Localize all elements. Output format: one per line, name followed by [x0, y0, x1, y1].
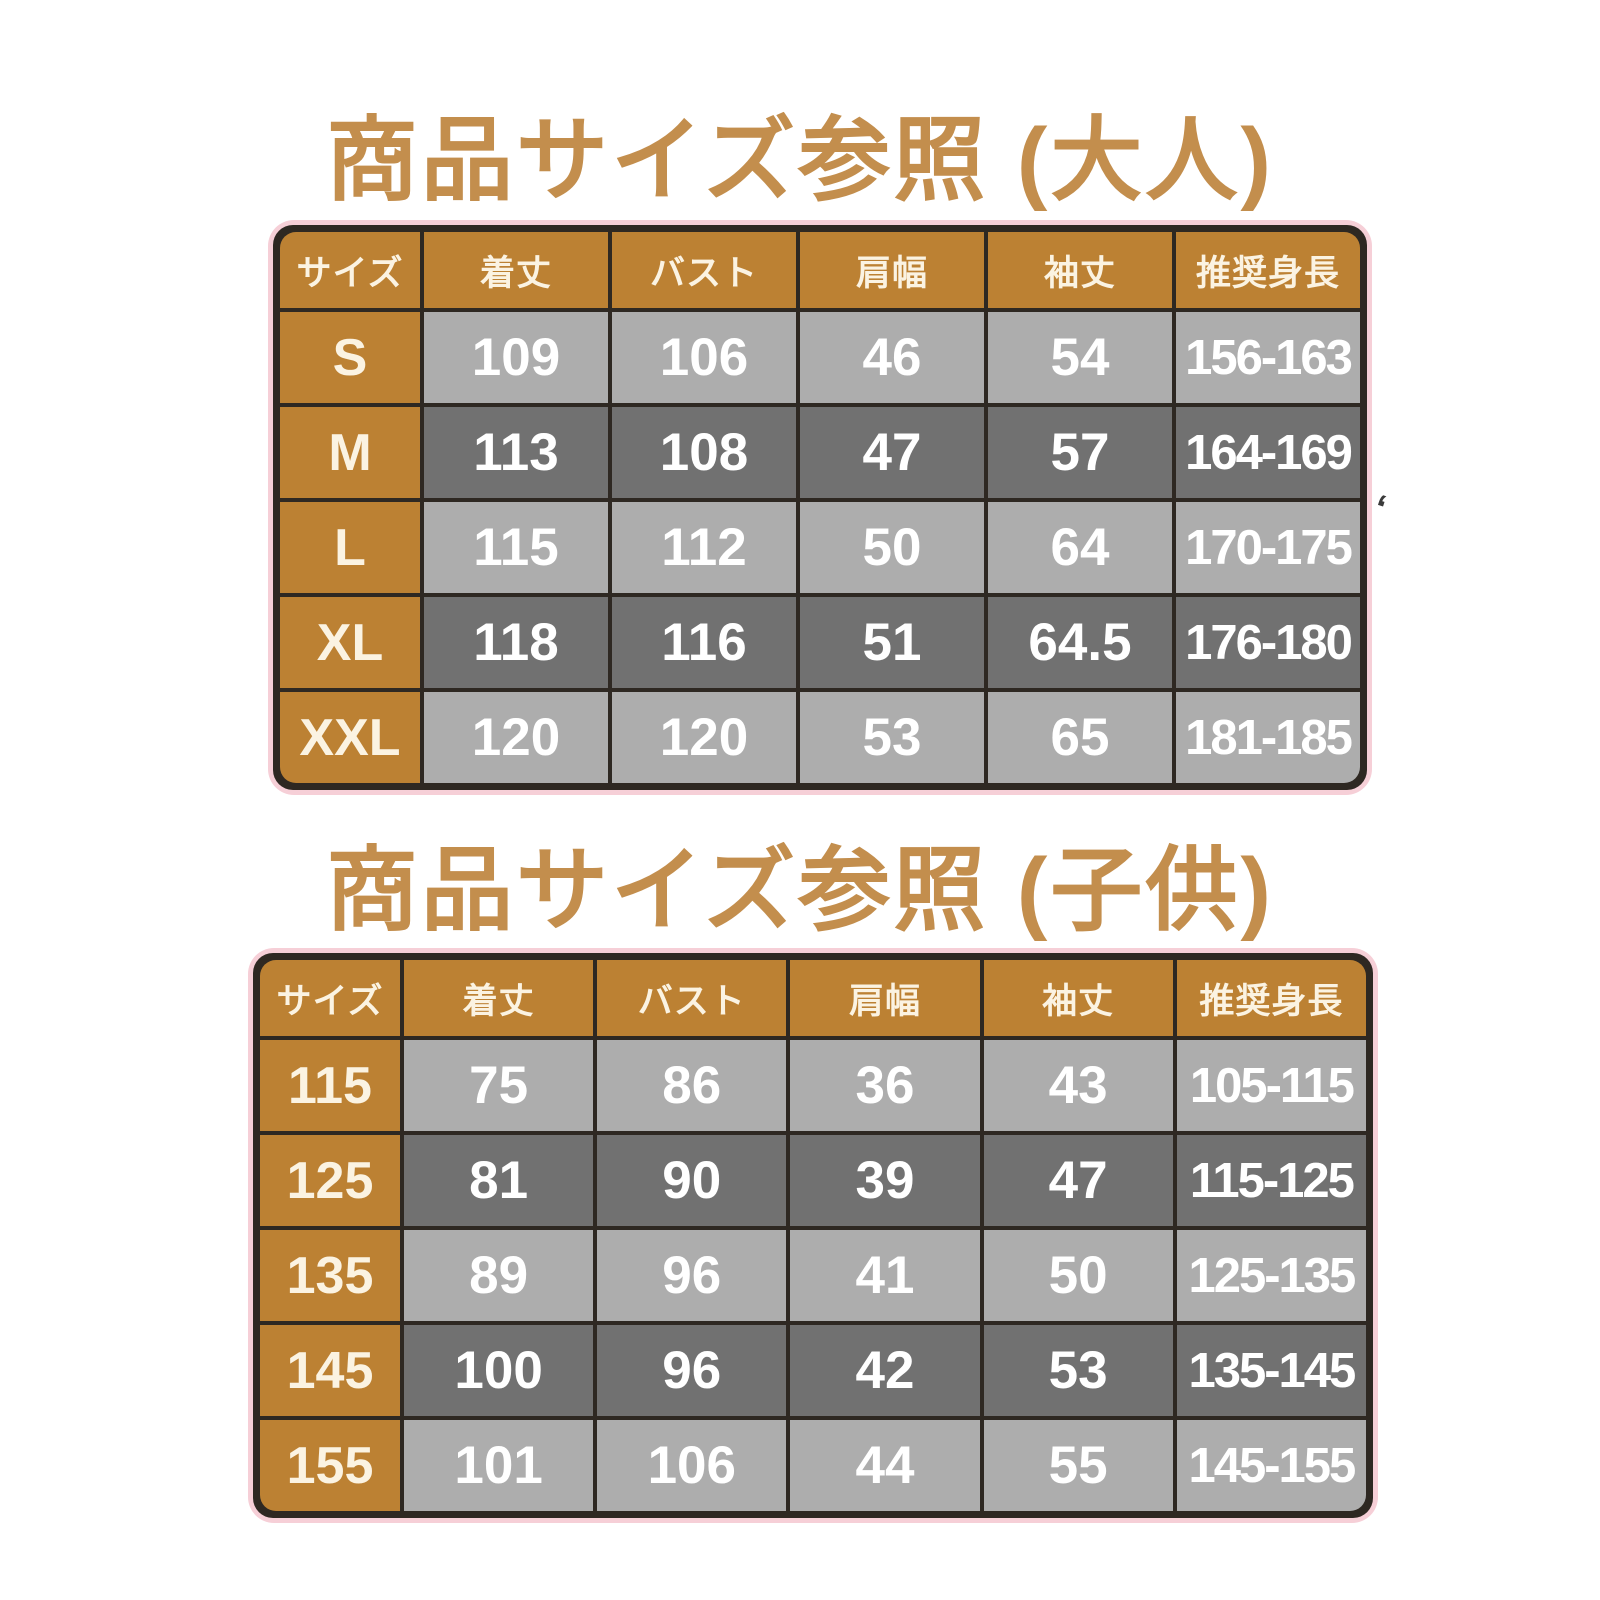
- value-cell: 41: [790, 1230, 980, 1321]
- value-cell: 43: [983, 1040, 1173, 1131]
- value-cell: 108: [612, 407, 796, 498]
- column-header-length: 着丈: [404, 960, 594, 1036]
- column-header-length: 着丈: [424, 232, 608, 308]
- size-label-cell: 115: [260, 1040, 400, 1131]
- value-cell: 115-125: [1176, 1135, 1366, 1226]
- value-cell: 53: [983, 1325, 1173, 1416]
- value-cell: 113: [424, 407, 608, 498]
- value-cell: 90: [597, 1135, 787, 1226]
- column-header-sleeve: 袖丈: [983, 960, 1173, 1036]
- value-cell: 64: [988, 502, 1172, 593]
- size-label-cell: XXL: [280, 692, 420, 783]
- value-cell: 96: [597, 1325, 787, 1416]
- value-cell: 55: [983, 1420, 1173, 1511]
- value-cell: 44: [790, 1420, 980, 1511]
- value-cell: 106: [612, 312, 796, 403]
- table-row: 115 75 86 36 43 105-115: [260, 1040, 1366, 1131]
- value-cell: 156-163: [1176, 312, 1360, 403]
- table-row: 145 100 96 42 53 135-145: [260, 1325, 1366, 1416]
- size-label-cell: S: [280, 312, 420, 403]
- size-label-cell: L: [280, 502, 420, 593]
- value-cell: 57: [988, 407, 1172, 498]
- size-label-cell: 155: [260, 1420, 400, 1511]
- size-label-cell: 145: [260, 1325, 400, 1416]
- size-label-cell: XL: [280, 597, 420, 688]
- value-cell: 47: [983, 1135, 1173, 1226]
- value-cell: 164-169: [1176, 407, 1360, 498]
- column-header-shoulder: 肩幅: [800, 232, 984, 308]
- value-cell: 81: [404, 1135, 594, 1226]
- value-cell: 46: [800, 312, 984, 403]
- size-label-cell: M: [280, 407, 420, 498]
- table-row: 125 81 90 39 47 115-125: [260, 1135, 1366, 1226]
- column-header-bust: バスト: [612, 232, 796, 308]
- column-header-size: サイズ: [260, 960, 400, 1036]
- value-cell: 39: [790, 1135, 980, 1226]
- adult-size-table: サイズ 着丈 バスト 肩幅 袖丈 推奨身長 S 109 106 46 54 15…: [276, 228, 1364, 787]
- table-row: S 109 106 46 54 156-163: [280, 312, 1360, 403]
- child-size-table-border: サイズ 着丈 バスト 肩幅 袖丈 推奨身長 115 75 86 36 43 10…: [253, 953, 1373, 1518]
- adult-size-chart-title: 商品サイズ参照 (大人): [325, 110, 1275, 212]
- child-size-table: サイズ 着丈 バスト 肩幅 袖丈 推奨身長 115 75 86 36 43 10…: [256, 956, 1370, 1515]
- value-cell: 135-145: [1176, 1325, 1366, 1416]
- table-row: 135 89 96 41 50 125-135: [260, 1230, 1366, 1321]
- header-row: サイズ 着丈 バスト 肩幅 袖丈 推奨身長: [280, 232, 1360, 308]
- column-header-sleeve: 袖丈: [988, 232, 1172, 308]
- value-cell: 51: [800, 597, 984, 688]
- header-row: サイズ 着丈 バスト 肩幅 袖丈 推奨身長: [260, 960, 1366, 1036]
- value-cell: 36: [790, 1040, 980, 1131]
- adult-size-table-border: サイズ 着丈 バスト 肩幅 袖丈 推奨身長 S 109 106 46 54 15…: [273, 225, 1367, 790]
- value-cell: 101: [404, 1420, 594, 1511]
- value-cell: 96: [597, 1230, 787, 1321]
- value-cell: 64.5: [988, 597, 1172, 688]
- value-cell: 50: [983, 1230, 1173, 1321]
- value-cell: 89: [404, 1230, 594, 1321]
- table-row: XXL 120 120 53 65 181-185: [280, 692, 1360, 783]
- value-cell: 120: [612, 692, 796, 783]
- value-cell: 112: [612, 502, 796, 593]
- value-cell: 42: [790, 1325, 980, 1416]
- table-row: M 113 108 47 57 164-169: [280, 407, 1360, 498]
- value-cell: 53: [800, 692, 984, 783]
- column-header-size: サイズ: [280, 232, 420, 308]
- child-size-chart-title: 商品サイズ参照 (子供): [325, 840, 1275, 942]
- size-label-cell: 125: [260, 1135, 400, 1226]
- adult-size-table-frame: サイズ 着丈 バスト 肩幅 袖丈 推奨身長 S 109 106 46 54 15…: [268, 220, 1372, 795]
- value-cell: 125-135: [1176, 1230, 1366, 1321]
- value-cell: 105-115: [1176, 1040, 1366, 1131]
- value-cell: 118: [424, 597, 608, 688]
- column-header-bust: バスト: [597, 960, 787, 1036]
- column-header-shoulder: 肩幅: [790, 960, 980, 1036]
- value-cell: 176-180: [1176, 597, 1360, 688]
- value-cell: 50: [800, 502, 984, 593]
- value-cell: 145-155: [1176, 1420, 1366, 1511]
- table-row: XL 118 116 51 64.5 176-180: [280, 597, 1360, 688]
- value-cell: 47: [800, 407, 984, 498]
- child-size-table-frame: サイズ 着丈 バスト 肩幅 袖丈 推奨身長 115 75 86 36 43 10…: [248, 948, 1378, 1523]
- value-cell: 181-185: [1176, 692, 1360, 783]
- value-cell: 106: [597, 1420, 787, 1511]
- table-row: L 115 112 50 64 170-175: [280, 502, 1360, 593]
- value-cell: 109: [424, 312, 608, 403]
- size-label-cell: 135: [260, 1230, 400, 1321]
- column-header-height: 推奨身長: [1176, 960, 1366, 1036]
- value-cell: 170-175: [1176, 502, 1360, 593]
- value-cell: 75: [404, 1040, 594, 1131]
- value-cell: 115: [424, 502, 608, 593]
- column-header-height: 推奨身長: [1176, 232, 1360, 308]
- value-cell: 65: [988, 692, 1172, 783]
- value-cell: 86: [597, 1040, 787, 1131]
- value-cell: 120: [424, 692, 608, 783]
- table-row: 155 101 106 44 55 145-155: [260, 1420, 1366, 1511]
- value-cell: 116: [612, 597, 796, 688]
- value-cell: 100: [404, 1325, 594, 1416]
- value-cell: 54: [988, 312, 1172, 403]
